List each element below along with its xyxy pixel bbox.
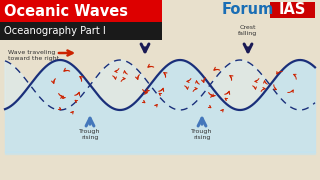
Text: Oceanography Part I: Oceanography Part I xyxy=(4,26,106,36)
Text: Forum: Forum xyxy=(222,3,274,17)
FancyBboxPatch shape xyxy=(0,0,162,22)
FancyBboxPatch shape xyxy=(270,2,315,18)
Text: Wave traveling
toward the right: Wave traveling toward the right xyxy=(8,50,59,61)
Text: Trough
rising: Trough rising xyxy=(191,129,213,140)
Text: Trough
rising: Trough rising xyxy=(79,129,101,140)
Text: IAS: IAS xyxy=(278,3,306,17)
FancyBboxPatch shape xyxy=(0,22,162,40)
Text: Crest
falling: Crest falling xyxy=(238,25,258,36)
Text: Oceanic Waves: Oceanic Waves xyxy=(4,3,128,19)
